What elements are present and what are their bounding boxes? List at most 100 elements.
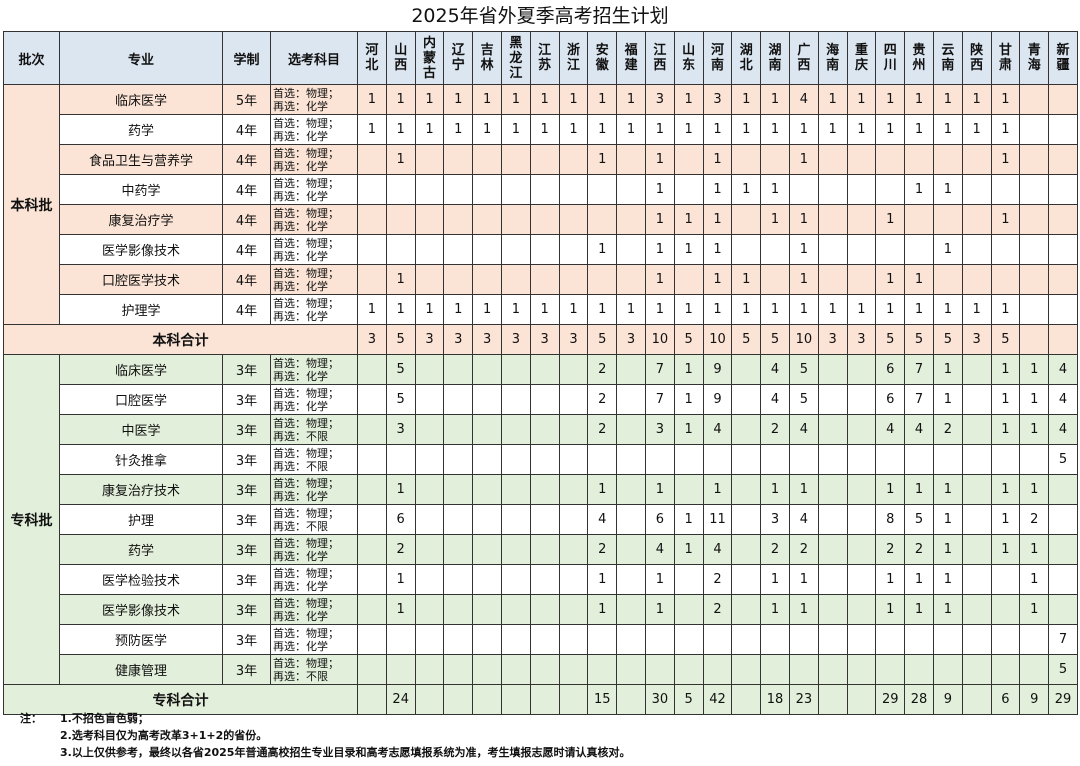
quota-cell [385,624,416,655]
quota-cell [558,594,589,625]
quota-cell: 1 [500,294,531,325]
quota-cell [385,234,416,265]
quota-cell: 4 [760,354,790,385]
quota-cell: 1 [1019,414,1050,445]
quota-cell: 1 [846,114,877,145]
subjects-cell: 首选：物理； 再选：化学 [270,264,358,295]
quota-cell: 4 [788,84,819,115]
quota-cell: 1 [904,474,934,505]
quota-cell [817,594,848,625]
quota-cell: 1 [1019,534,1050,565]
quota-cell: 1 [673,354,704,385]
quota-cell: 7 [1048,624,1078,655]
quota-cell: 1 [385,294,416,325]
note-item: 1.不招色盲色弱； [60,712,149,725]
header-major: 专业 [59,31,223,85]
quota-cell [846,504,877,535]
quota-cell: 1 [1019,594,1050,625]
table-row: 健康管理 3年 首选：物理； 再选：不限 5 [4,654,1078,685]
quota-cell: 1 [990,84,1021,115]
table-row: 中医学 3年 首选：物理； 再选：不限 3 2 3 1 4 2 4 4 4 2 1 1 4 [4,414,1078,445]
quota-cell: 1 [529,84,560,115]
quota-cell [500,234,531,265]
major-cell: 健康管理 [59,654,223,685]
note-item: 3.以上仅供参考，最终以各省2025年普通高校招生专业目录和高考志愿填报系统为准… [60,746,631,759]
quota-cell [472,144,502,175]
quota-cell [472,654,502,685]
quota-cell: 1 [875,294,906,325]
quota-cell: 1 [760,84,790,115]
quota-cell [529,354,560,385]
quota-cell: 3 [760,504,790,535]
quota-cell [673,144,704,175]
quota-cell [817,234,848,265]
quota-cell: 1 [673,114,704,145]
quota-cell: 1 [673,504,704,535]
total-cell: 5 [760,324,790,355]
total-cell: 3 [357,324,387,355]
quota-cell: 1 [961,294,992,325]
quota-cell [817,144,848,175]
subjects-cell: 首选：物理； 再选：不限 [270,444,358,475]
quota-cell: 1 [587,84,618,115]
header-province: 福建 [616,31,646,85]
total-cell: 5 [875,324,906,355]
quota-cell [472,534,502,565]
total-cell [443,684,474,715]
table-row: 中药学 4年 首选：物理； 再选：化学 1 1 1 1 1 1 [4,174,1078,205]
quota-cell [443,264,474,295]
quota-cell [846,414,877,445]
quota-cell: 1 [443,114,474,145]
quota-cell [932,654,963,685]
quota-cell [616,534,646,565]
quota-cell [1019,144,1050,175]
major-cell: 食品卫生与营养学 [59,144,223,175]
quota-cell [961,384,992,415]
header-province: 山东 [673,31,704,85]
quota-cell: 3 [644,414,675,445]
quota-cell: 2 [587,354,618,385]
quota-cell [990,594,1021,625]
quota-cell: 4 [702,534,733,565]
subjects-cell: 首选：物理； 再选：化学 [270,294,358,325]
quota-cell [558,384,589,415]
quota-cell: 2 [875,534,906,565]
quota-cell: 1 [702,204,733,235]
subjects-cell: 首选：物理； 再选：化学 [270,384,358,415]
quota-cell [414,624,445,655]
quota-cell: 1 [414,294,445,325]
quota-cell [443,474,474,505]
total-cell: 3 [817,324,848,355]
years-cell: 3年 [222,534,271,565]
quota-cell [1019,234,1050,265]
quota-cell [414,564,445,595]
quota-cell: 1 [587,594,618,625]
quota-cell [357,384,387,415]
quota-cell: 1 [644,234,675,265]
major-cell: 药学 [59,534,223,565]
quota-cell: 1 [644,564,675,595]
quota-cell [616,504,646,535]
quota-cell [1019,444,1050,475]
quota-cell [616,414,646,445]
header-province: 江苏 [529,31,560,85]
table-row: 医学影像技术 4年 首选：物理； 再选：化学 1 1 1 1 1 1 [4,234,1078,265]
major-cell: 临床医学 [59,84,223,115]
quota-cell [1048,234,1078,265]
quota-cell: 4 [760,384,790,415]
quota-cell: 2 [587,384,618,415]
total-cell: 29 [1048,684,1078,715]
quota-cell [990,234,1021,265]
quota-cell [500,414,531,445]
quota-cell [414,444,445,475]
quota-cell: 1 [904,174,934,205]
quota-cell [500,264,531,295]
total-cell: 10 [644,324,675,355]
quota-cell [587,174,618,205]
total-cell [529,684,560,715]
quota-cell: 4 [904,414,934,445]
quota-cell: 1 [904,264,934,295]
quota-cell: 1 [904,84,934,115]
quota-cell: 1 [587,234,618,265]
quota-cell [500,144,531,175]
